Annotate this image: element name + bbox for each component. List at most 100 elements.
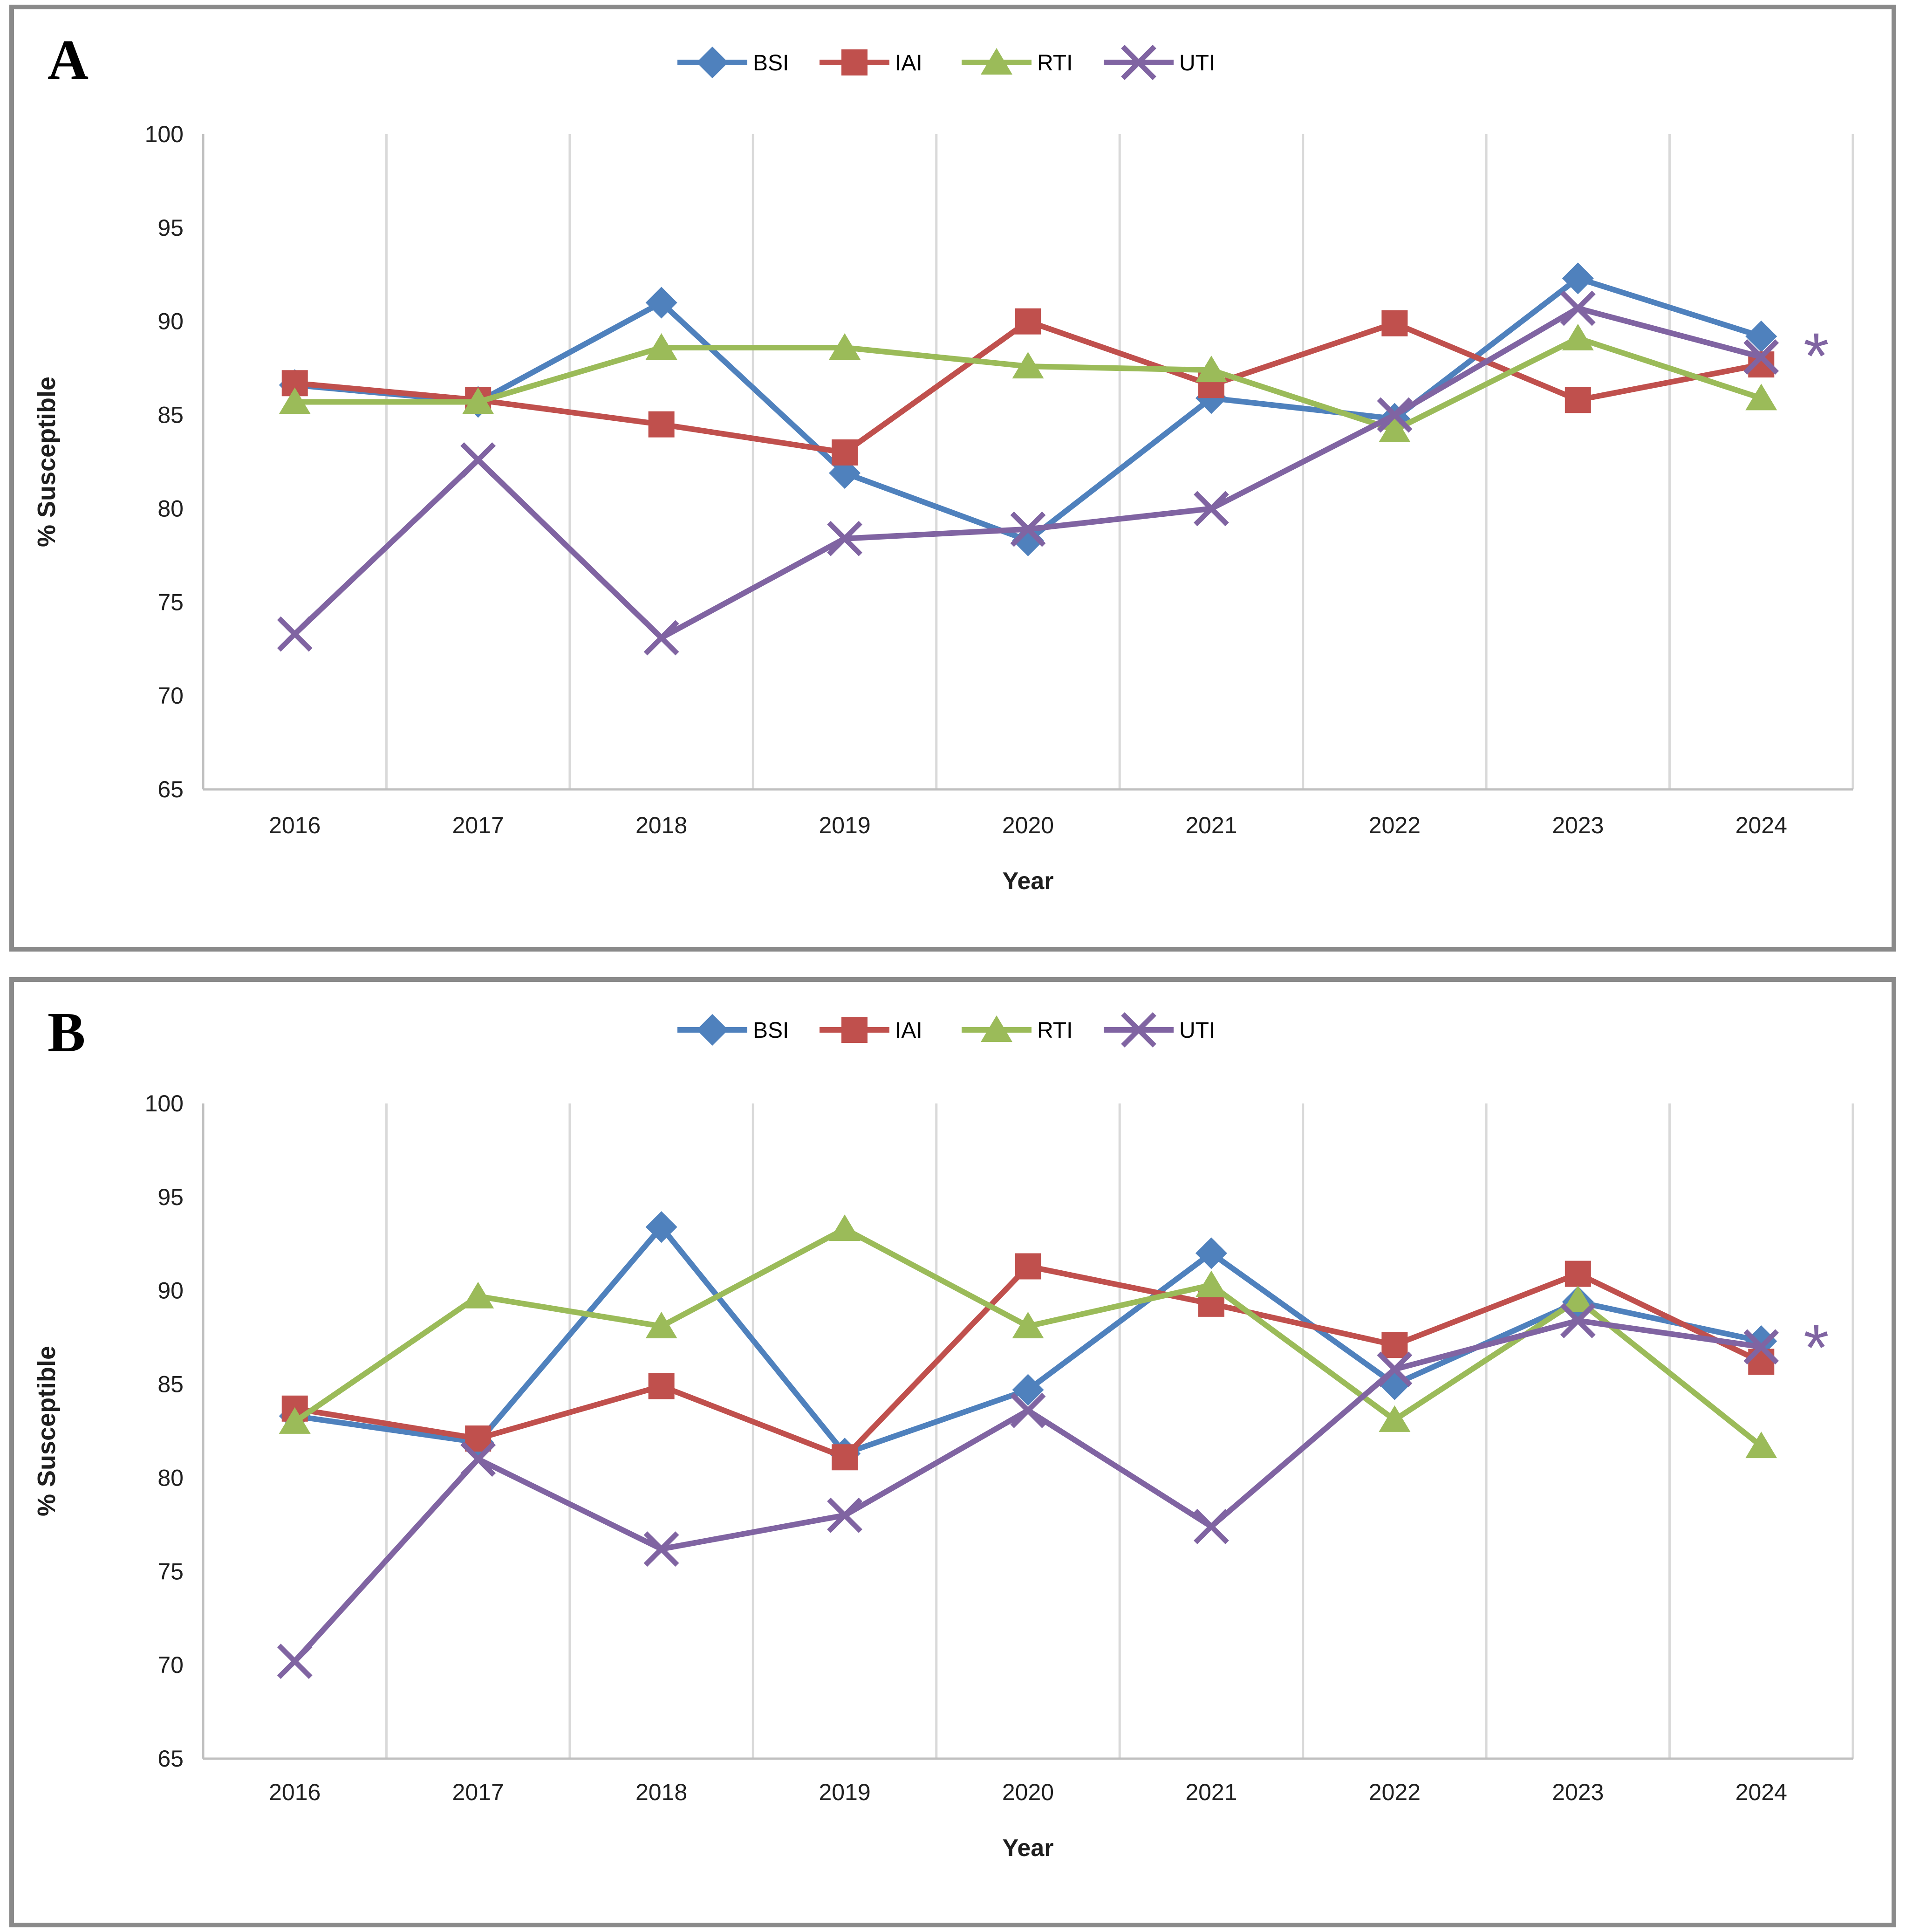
square-marker xyxy=(1564,387,1591,413)
x-marker xyxy=(277,1644,313,1679)
legend: BSI IAI RTI UTI xyxy=(677,1012,1215,1048)
legend-label: RTI xyxy=(1037,1018,1073,1043)
triangle-marker xyxy=(1195,1270,1227,1297)
y-tick-label: 90 xyxy=(157,308,184,335)
x-tick-label: 2023 xyxy=(1552,1779,1604,1805)
legend-label: UTI xyxy=(1179,1018,1215,1043)
x-marker xyxy=(1010,511,1046,547)
square-marker xyxy=(832,439,858,466)
panel-a-letter: A xyxy=(48,28,89,91)
triangle-marker xyxy=(1195,356,1227,383)
square-marker xyxy=(1015,1253,1041,1280)
x-tick-label: 2022 xyxy=(1369,1779,1421,1805)
y-tick-label: 100 xyxy=(145,121,184,147)
series-rti xyxy=(279,1214,1777,1459)
x-marker xyxy=(1743,1329,1779,1365)
gridlines xyxy=(202,134,1854,789)
x-tick-label: 2021 xyxy=(1185,812,1237,838)
legend-x-icon xyxy=(1121,45,1156,80)
triangle-marker xyxy=(829,1214,861,1241)
y-tick-label: 75 xyxy=(157,589,184,615)
x-tick-label: 2017 xyxy=(452,812,504,838)
diamond-marker xyxy=(1745,320,1777,352)
panel-b-letter: B xyxy=(48,1001,86,1064)
square-marker xyxy=(648,1373,675,1399)
y-tick-label: 95 xyxy=(157,1184,184,1210)
legend-triangle-icon xyxy=(981,1015,1012,1042)
x-marker xyxy=(643,620,679,656)
diamond-marker xyxy=(1379,1368,1411,1400)
square-marker xyxy=(1564,1261,1591,1287)
y-tick-label: 85 xyxy=(157,1371,184,1398)
triangle-marker xyxy=(1562,323,1594,350)
series-rti xyxy=(279,323,1777,442)
legend-item-rti: RTI xyxy=(962,48,1073,75)
legend-item-uti: UTI xyxy=(1104,1012,1215,1048)
square-marker xyxy=(1381,310,1408,336)
legend-item-rti: RTI xyxy=(962,1015,1073,1043)
square-marker xyxy=(832,1444,858,1471)
x-tick-label: 2016 xyxy=(269,812,321,838)
legend-item-bsi: BSI xyxy=(677,47,789,78)
legend-triangle-icon xyxy=(981,48,1012,75)
x-tick-label: 2021 xyxy=(1185,1779,1237,1805)
legend-x-icon xyxy=(1121,1012,1156,1048)
y-tick-label: 75 xyxy=(157,1558,184,1584)
legend-item-iai: IAI xyxy=(820,49,922,75)
legend: BSI IAI RTI UTI xyxy=(677,45,1215,80)
triangle-marker xyxy=(1745,1432,1777,1459)
y-tick-label: 70 xyxy=(157,683,184,709)
x-marker xyxy=(460,442,496,478)
x-axis-title: Year xyxy=(1003,868,1054,895)
x-tick-label: 2020 xyxy=(1002,1779,1054,1805)
series-line xyxy=(294,1263,1763,1460)
diamond-marker xyxy=(1012,1374,1044,1406)
legend-diamond-icon xyxy=(697,1014,728,1046)
y-tick-labels: 65 70 75 80 85 90 95 100 xyxy=(145,1090,184,1772)
series-iai xyxy=(281,1253,1775,1471)
triangle-marker xyxy=(1012,1312,1044,1339)
gridlines xyxy=(202,1103,1854,1759)
x-marker xyxy=(1560,1303,1596,1338)
legend-item-iai: IAI xyxy=(820,1017,922,1043)
y-tick-label: 100 xyxy=(145,1090,184,1117)
series-uti xyxy=(277,1303,1779,1679)
diamond-marker xyxy=(645,287,677,319)
x-marker xyxy=(1377,397,1413,433)
panel-a: A 65 70 75 80 85 90 95 100 2016 2017 2018 2019 2020 2… xyxy=(9,5,1896,952)
triangle-marker xyxy=(1745,384,1777,411)
legend-label: RTI xyxy=(1037,51,1073,75)
x-tick-label: 2023 xyxy=(1552,812,1604,838)
legend-square-icon xyxy=(841,49,868,75)
diamond-marker xyxy=(1745,1325,1777,1357)
legend-item-uti: UTI xyxy=(1104,45,1215,80)
diamond-marker xyxy=(1012,524,1044,556)
square-marker xyxy=(1015,308,1041,335)
significance-asterisk: * xyxy=(1804,319,1829,392)
triangle-marker xyxy=(829,333,861,360)
legend-label: IAI xyxy=(895,1018,922,1043)
x-marker xyxy=(1377,1351,1413,1387)
x-tick-label: 2016 xyxy=(269,1779,321,1805)
x-tick-label: 2017 xyxy=(452,1779,504,1805)
x-marker xyxy=(1743,339,1779,375)
x-marker xyxy=(827,1497,862,1533)
legend-label: BSI xyxy=(753,51,789,75)
series-uti xyxy=(277,290,1779,656)
y-axis-title: % Susceptible xyxy=(33,377,61,547)
x-tick-label: 2022 xyxy=(1369,812,1421,838)
x-marker xyxy=(1194,1508,1229,1544)
x-tick-label: 2024 xyxy=(1735,1779,1787,1805)
y-axis-title: % Susceptible xyxy=(33,1346,61,1516)
triangle-marker xyxy=(645,1312,677,1339)
legend-item-bsi: BSI xyxy=(677,1014,789,1046)
triangle-marker xyxy=(279,387,311,414)
y-tick-label: 70 xyxy=(157,1652,184,1678)
x-marker xyxy=(277,616,313,652)
legend-label: UTI xyxy=(1179,51,1215,75)
y-tick-label: 80 xyxy=(157,495,184,521)
x-tick-labels: 2016 2017 2018 2019 2020 2021 2022 2023 2024 xyxy=(269,812,1787,838)
square-marker xyxy=(1381,1332,1408,1358)
triangle-marker xyxy=(462,387,494,414)
series-line xyxy=(293,1317,1762,1664)
